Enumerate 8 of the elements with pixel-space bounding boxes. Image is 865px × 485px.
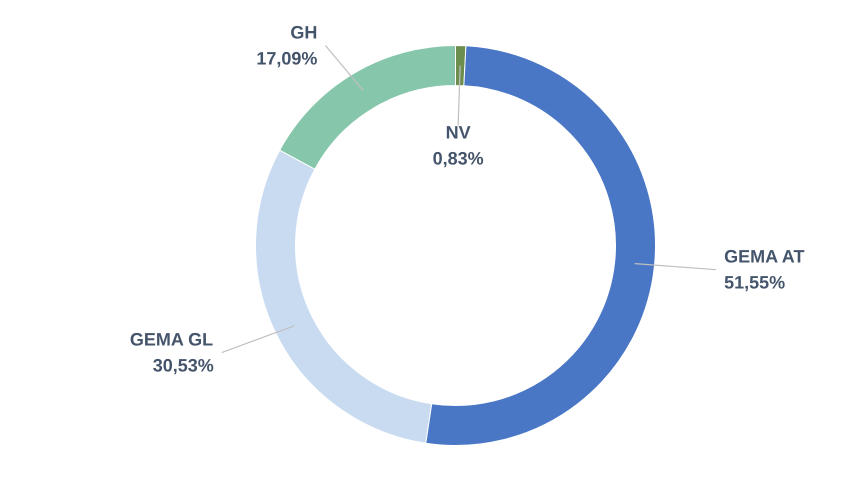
data-label: 0,83% [432, 148, 484, 169]
slice-label: GEMA GL [130, 330, 214, 350]
data-label: 51,55% [724, 272, 786, 293]
data-label: 30,53% [152, 356, 214, 376]
slice-label: GH [290, 22, 318, 42]
data-label: 17,09% [256, 48, 318, 68]
slice-label: GEMA AT [724, 246, 804, 267]
slice-label: NV [446, 122, 471, 143]
